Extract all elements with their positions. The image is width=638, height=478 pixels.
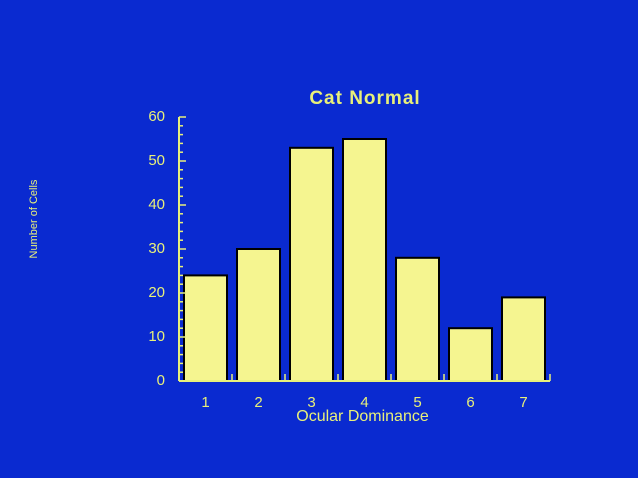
bar-5 [395, 256, 440, 382]
y-tick-label: 40 [148, 196, 165, 213]
x-tick-label: 2 [254, 394, 263, 411]
bar-7 [501, 296, 546, 382]
y-tick-label: 60 [148, 108, 165, 125]
bar-4 [342, 138, 387, 382]
x-tick-label: 7 [519, 394, 528, 411]
bar-6 [448, 327, 493, 383]
bar-2 [236, 248, 281, 382]
y-tick-label: 10 [148, 328, 165, 345]
bar-3 [289, 146, 334, 382]
x-tick-label: 1 [201, 394, 210, 411]
x-axis-label: Ocular Dominance [296, 408, 429, 425]
chart-title: Cat Normal [309, 88, 421, 109]
x-tick-label: 6 [466, 394, 475, 411]
x-tick-label: 5 [413, 394, 422, 411]
bar-1 [183, 274, 228, 382]
y-tick-label: 30 [148, 240, 165, 257]
y-tick-label: 50 [148, 152, 165, 169]
y-tick-label: 20 [148, 284, 165, 301]
x-tick-label: 4 [360, 394, 369, 411]
x-tick-label: 3 [307, 394, 316, 411]
y-tick-label: 0 [156, 372, 165, 389]
